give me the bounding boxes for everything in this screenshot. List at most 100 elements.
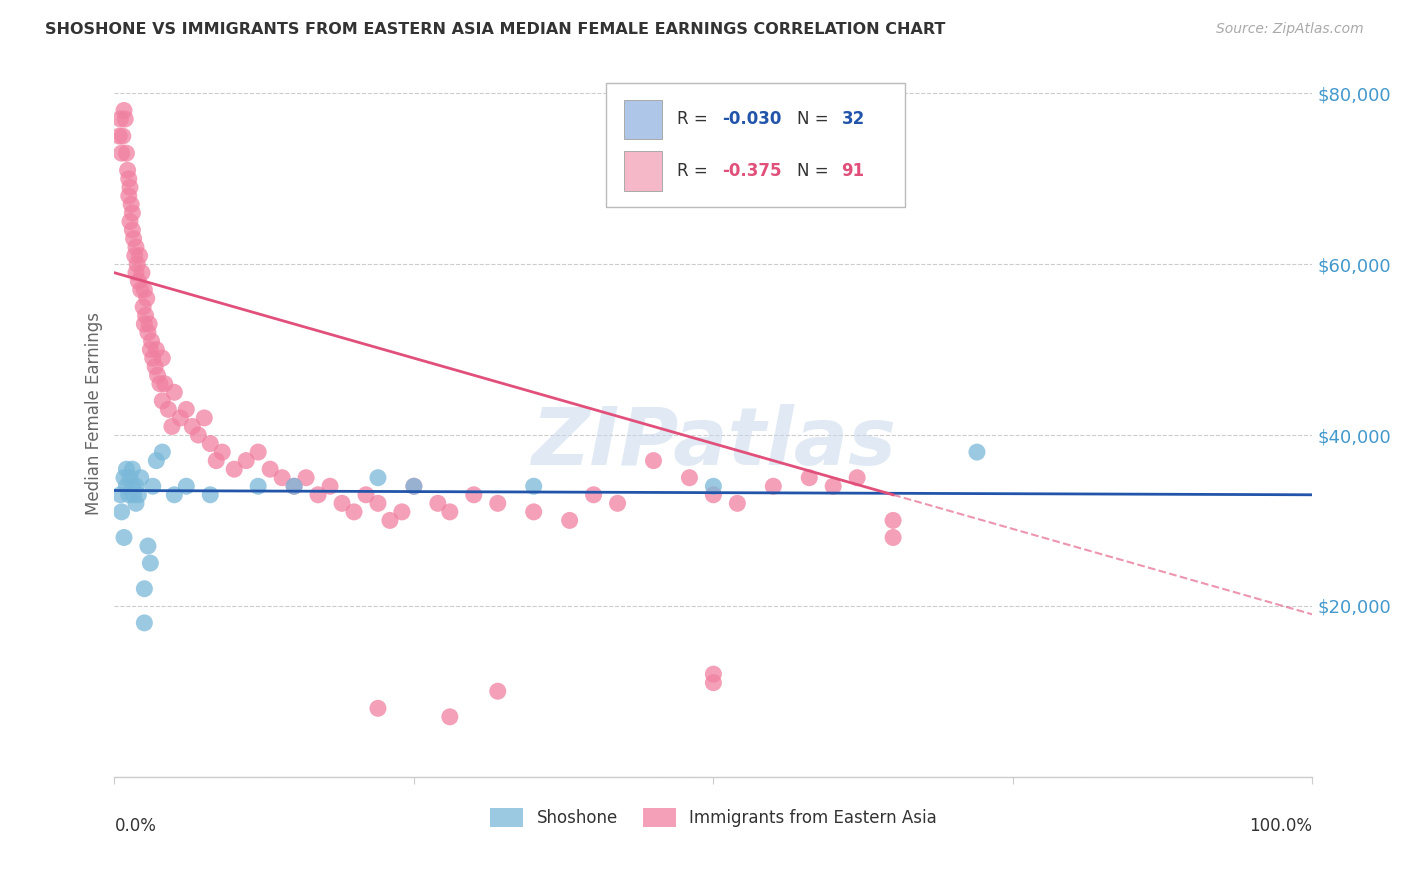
Point: [110, 146, 132, 161]
Point: [283, 479, 305, 493]
Point: [117, 163, 139, 178]
Point: [149, 376, 172, 391]
Point: [678, 471, 700, 485]
Point: [135, 291, 157, 305]
Point: [142, 479, 165, 493]
Text: N =: N =: [797, 111, 834, 128]
Point: [127, 257, 149, 271]
Point: [131, 266, 153, 280]
Point: [606, 496, 628, 510]
Text: ZIPatlas: ZIPatlas: [531, 404, 896, 482]
Point: [128, 249, 150, 263]
Point: [135, 309, 157, 323]
Point: [439, 505, 461, 519]
Bar: [623, 100, 662, 139]
Point: [247, 479, 270, 493]
Point: [247, 445, 270, 459]
Point: [402, 479, 425, 493]
Text: 100.0%: 100.0%: [1250, 816, 1312, 835]
Point: [153, 376, 176, 391]
Point: [136, 539, 159, 553]
Point: [115, 462, 138, 476]
Point: [823, 479, 845, 493]
Text: R =: R =: [678, 111, 713, 128]
Point: [115, 146, 138, 161]
Point: [134, 615, 156, 630]
Bar: [623, 151, 662, 191]
Point: [125, 240, 148, 254]
Point: [523, 479, 546, 493]
Point: [426, 496, 449, 510]
Point: [523, 505, 546, 519]
Point: [558, 513, 581, 527]
Point: [354, 488, 377, 502]
Point: [463, 488, 485, 502]
Point: [122, 488, 145, 502]
Point: [150, 393, 173, 408]
Point: [160, 419, 183, 434]
Point: [112, 103, 135, 118]
Point: [110, 505, 132, 519]
Point: [486, 496, 509, 510]
Point: [118, 471, 141, 485]
Point: [702, 479, 724, 493]
Point: [125, 496, 148, 510]
Text: 32: 32: [842, 111, 865, 128]
Point: [966, 445, 988, 459]
Point: [307, 488, 329, 502]
Point: [108, 129, 131, 144]
Point: [283, 479, 305, 493]
Point: [115, 479, 138, 493]
Point: [367, 701, 389, 715]
Text: -0.030: -0.030: [721, 111, 782, 128]
Point: [145, 343, 167, 357]
FancyBboxPatch shape: [606, 83, 905, 207]
Point: [174, 479, 197, 493]
Point: [643, 453, 665, 467]
Point: [882, 531, 904, 545]
Point: [319, 479, 342, 493]
Point: [134, 317, 156, 331]
Point: [125, 266, 148, 280]
Point: [702, 488, 724, 502]
Text: N =: N =: [797, 161, 834, 179]
Point: [112, 531, 135, 545]
Point: [187, 428, 209, 442]
Point: [129, 283, 152, 297]
Point: [205, 453, 228, 467]
Point: [200, 436, 222, 450]
Point: [110, 488, 132, 502]
Text: R =: R =: [678, 161, 713, 179]
Y-axis label: Median Female Earnings: Median Female Earnings: [86, 312, 103, 516]
Point: [391, 505, 413, 519]
Point: [121, 206, 143, 220]
Point: [139, 556, 162, 570]
Point: [129, 471, 152, 485]
Point: [259, 462, 281, 476]
Point: [378, 513, 401, 527]
Point: [157, 402, 180, 417]
Point: [163, 488, 186, 502]
Point: [145, 453, 167, 467]
Point: [343, 505, 366, 519]
Point: [367, 496, 389, 510]
Point: [134, 582, 156, 596]
Text: 91: 91: [842, 161, 865, 179]
Point: [120, 197, 142, 211]
Point: [121, 479, 143, 493]
Point: [132, 300, 155, 314]
Point: [174, 402, 197, 417]
Point: [486, 684, 509, 698]
Point: [235, 453, 257, 467]
Point: [136, 326, 159, 340]
Point: [127, 274, 149, 288]
Point: [193, 411, 215, 425]
Point: [200, 488, 222, 502]
Point: [725, 496, 748, 510]
Point: [142, 351, 165, 366]
Point: [295, 471, 318, 485]
Point: [882, 513, 904, 527]
Text: 0.0%: 0.0%: [114, 816, 156, 835]
Point: [127, 488, 149, 502]
Point: [330, 496, 353, 510]
